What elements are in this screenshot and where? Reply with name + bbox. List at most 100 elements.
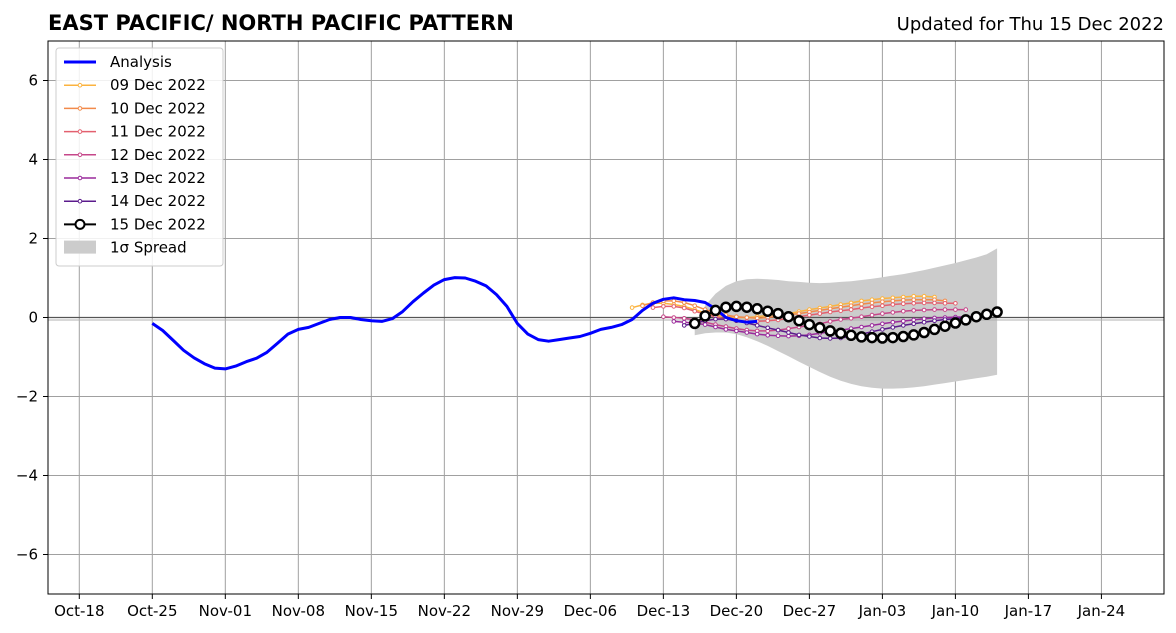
data-point — [932, 300, 937, 306]
y-tick-label: 4 — [28, 151, 38, 169]
data-point — [730, 300, 743, 313]
data-point — [848, 307, 854, 312]
data-point — [681, 323, 687, 328]
legend-entry: 09 Dec 2022 — [64, 76, 206, 94]
legend-label: 1σ Spread — [110, 239, 187, 257]
legend-entry: 14 Dec 2022 — [64, 192, 206, 210]
data-point — [953, 307, 958, 312]
series-analysis — [151, 276, 758, 371]
data-point — [681, 316, 687, 321]
x-tick-label: Nov-01 — [199, 602, 252, 620]
data-point — [827, 336, 833, 341]
data-point — [880, 303, 885, 309]
data-point — [688, 317, 701, 330]
data-point — [661, 304, 666, 309]
y-tick-label: −6 — [16, 546, 38, 564]
data-point — [807, 312, 812, 318]
data-point — [901, 323, 906, 328]
data-point — [838, 308, 844, 314]
legend-swatch — [64, 240, 96, 254]
chart-title: EAST PACIFIC/ NORTH PACIFIC PATTERN — [48, 11, 514, 35]
data-point — [661, 314, 666, 320]
data-point — [880, 327, 885, 332]
data-point — [709, 304, 722, 317]
legend-label: 12 Dec 2022 — [110, 146, 206, 164]
data-point — [702, 322, 708, 327]
y-tick-label: 6 — [28, 72, 38, 90]
data-point — [897, 330, 910, 343]
data-point — [817, 311, 823, 316]
data-point — [765, 333, 771, 338]
data-point — [901, 297, 906, 303]
data-point — [949, 317, 962, 329]
data-point — [869, 300, 875, 306]
data-point — [932, 318, 937, 324]
data-point — [866, 331, 878, 344]
data-point — [980, 308, 993, 321]
data-point — [807, 334, 812, 339]
data-point — [876, 332, 889, 344]
x-tick-label: Dec-20 — [710, 602, 764, 620]
legend: Analysis 09 Dec 2022 10 Dec 2022 11 Dec 202… — [55, 47, 224, 267]
data-point — [942, 307, 948, 312]
data-point — [880, 311, 885, 316]
data-point — [928, 323, 941, 336]
data-point — [855, 331, 868, 343]
x-tick-label: Dec-27 — [783, 602, 837, 620]
data-point — [671, 304, 677, 309]
data-point — [960, 314, 972, 326]
legend-entry: 12 Dec 2022 — [64, 146, 206, 164]
data-point — [859, 301, 864, 307]
data-point — [827, 319, 833, 324]
legend-entry: 13 Dec 2022 — [64, 169, 206, 187]
data-point — [640, 303, 645, 309]
data-point — [723, 327, 729, 332]
data-point — [786, 333, 791, 339]
data-point — [786, 330, 791, 335]
data-point — [817, 335, 823, 341]
legend-label: Analysis — [110, 53, 172, 71]
x-tick-label: Nov-22 — [418, 602, 471, 620]
data-point — [911, 317, 917, 323]
y-tick-label: −4 — [16, 467, 38, 485]
data-point — [827, 309, 833, 315]
data-point — [953, 301, 958, 306]
data-point — [845, 329, 857, 342]
data-point — [887, 331, 899, 344]
data-point — [848, 303, 854, 309]
data-point — [869, 323, 875, 328]
x-tick-label: Dec-06 — [564, 602, 618, 620]
data-point — [859, 324, 864, 330]
data-point — [713, 324, 718, 330]
data-point — [741, 301, 753, 313]
data-point — [775, 327, 781, 333]
data-point — [838, 317, 844, 322]
legend-label: 14 Dec 2022 — [110, 192, 206, 210]
legend-label: 15 Dec 2022 — [110, 215, 206, 233]
data-point — [772, 307, 784, 320]
data-point — [699, 310, 711, 322]
data-point — [793, 314, 805, 327]
x-tick-label: Jan-10 — [931, 602, 980, 620]
data-point — [963, 307, 969, 312]
legend-label: 09 Dec 2022 — [110, 76, 206, 94]
legend-label: 13 Dec 2022 — [110, 169, 206, 187]
data-point — [761, 305, 774, 317]
legend-entry: 15 Dec 2022 — [64, 215, 206, 233]
data-point — [859, 305, 864, 311]
data-point — [754, 323, 760, 328]
data-point — [681, 305, 687, 311]
data-point — [911, 308, 917, 313]
series-group — [151, 276, 1003, 371]
data-point — [918, 326, 930, 339]
data-point — [692, 308, 698, 314]
x-tick-label: Jan-24 — [1077, 602, 1126, 620]
data-point — [901, 318, 906, 324]
data-point — [890, 325, 896, 330]
data-point — [939, 320, 951, 332]
data-point — [838, 304, 844, 310]
data-point — [880, 321, 885, 327]
y-tick-label: 2 — [28, 230, 38, 248]
data-point — [921, 307, 927, 313]
